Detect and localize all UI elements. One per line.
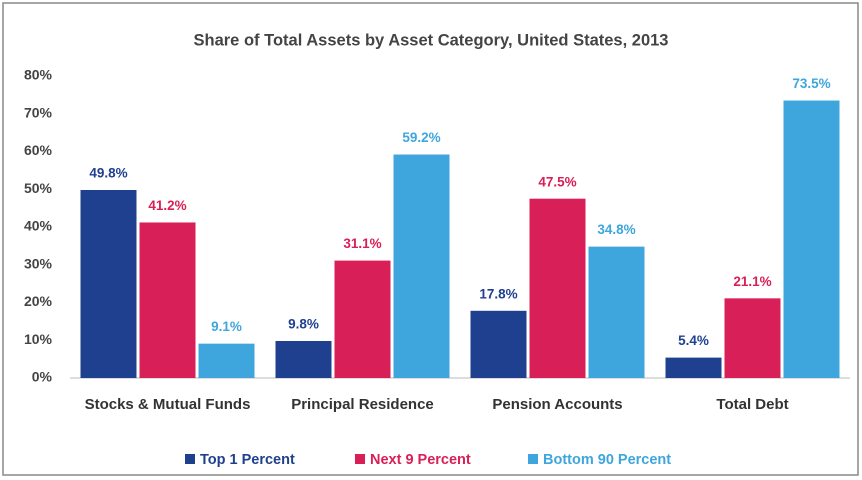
y-tick-label: 30% xyxy=(24,255,53,271)
x-tick-label: Stocks & Mutual Funds xyxy=(85,396,251,413)
legend-label: Bottom 90 Percent xyxy=(543,452,671,468)
bar xyxy=(529,198,586,378)
bar xyxy=(80,190,137,378)
x-tick-label: Principal Residence xyxy=(291,396,434,413)
bar xyxy=(198,343,255,378)
value-label: 73.5% xyxy=(792,76,830,91)
bar xyxy=(588,246,645,378)
value-label: 9.8% xyxy=(288,317,319,332)
value-label: 59.2% xyxy=(402,130,440,145)
x-tick-label: Pension Accounts xyxy=(492,396,622,413)
x-tick-label: Total Debt xyxy=(716,396,788,413)
legend-swatch xyxy=(355,454,365,464)
y-tick-label: 80% xyxy=(24,67,53,83)
value-label: 49.8% xyxy=(89,166,127,181)
bar xyxy=(783,100,840,378)
value-label: 9.1% xyxy=(211,319,242,334)
value-label: 34.8% xyxy=(597,222,635,237)
value-label: 17.8% xyxy=(479,286,517,301)
bar xyxy=(724,298,781,378)
bar xyxy=(393,154,450,378)
bar xyxy=(139,222,196,378)
value-label: 31.1% xyxy=(343,236,381,251)
value-label: 47.5% xyxy=(538,174,576,189)
bar xyxy=(334,260,391,378)
value-label: 5.4% xyxy=(678,333,709,348)
y-tick-label: 60% xyxy=(24,142,53,158)
bar xyxy=(275,341,332,378)
y-tick-label: 10% xyxy=(24,331,53,347)
value-label: 21.1% xyxy=(733,274,771,289)
y-tick-label: 20% xyxy=(24,293,53,309)
y-tick-label: 70% xyxy=(24,104,53,120)
bar xyxy=(470,310,527,378)
value-label: 41.2% xyxy=(148,198,186,213)
y-tick-label: 50% xyxy=(24,180,53,196)
legend-swatch xyxy=(185,454,195,464)
legend-swatch xyxy=(528,454,538,464)
bar xyxy=(665,357,722,378)
y-tick-label: 40% xyxy=(24,218,53,234)
chart-title: Share of Total Assets by Asset Category,… xyxy=(194,31,669,49)
y-tick-label: 0% xyxy=(32,369,53,385)
legend-label: Next 9 Percent xyxy=(370,452,471,468)
legend-label: Top 1 Percent xyxy=(200,452,295,468)
